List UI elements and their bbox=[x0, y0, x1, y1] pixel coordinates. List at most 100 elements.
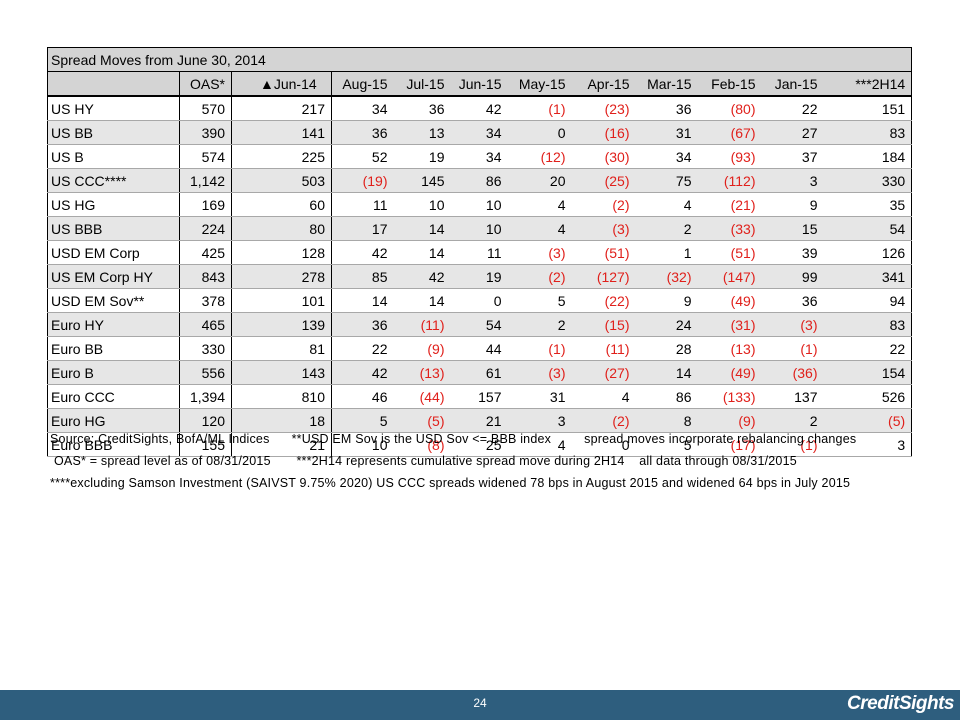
table-cell: 27 bbox=[761, 120, 824, 145]
row-label: US B bbox=[47, 144, 180, 169]
oas-note: OAS* = spread level as of 08/31/2015 bbox=[54, 454, 271, 468]
table-cell: 34 bbox=[450, 144, 508, 169]
table-cell: (23) bbox=[571, 96, 636, 121]
table-cell: 61 bbox=[450, 360, 508, 385]
table-row: USD EM Sov** 378 101 14 14 0 5 (22) 9 (49) 36 94 bbox=[47, 288, 912, 313]
table-cell: 42 bbox=[393, 264, 451, 289]
table-cell: 52 bbox=[331, 144, 394, 169]
table-cell: 14 bbox=[635, 360, 698, 385]
table-row: Euro B 556 143 42 (13) 61 (3) (27) 14 (49) (36) 154 bbox=[47, 360, 912, 385]
table-cell: (36) bbox=[761, 360, 824, 385]
table-cell: 120 bbox=[179, 408, 232, 433]
table-cell: 46 bbox=[331, 384, 394, 409]
table-cell: 128 bbox=[231, 240, 332, 265]
table-cell: (27) bbox=[571, 360, 636, 385]
table-cell: (15) bbox=[571, 312, 636, 337]
footnote-line-3: ****excluding Samson Investment (SAIVST … bbox=[50, 476, 851, 490]
source-note: Source: CreditSights, BofA/ML Indices bbox=[50, 432, 270, 446]
table-cell: 10 bbox=[393, 192, 451, 217]
table-cell: 9 bbox=[761, 192, 824, 217]
column-header: May-15 bbox=[507, 71, 572, 97]
table-cell: 83 bbox=[823, 120, 912, 145]
table-cell: 9 bbox=[635, 288, 698, 313]
table-cell: 36 bbox=[331, 312, 394, 337]
table-cell: 3 bbox=[507, 408, 572, 433]
table-cell: (127) bbox=[571, 264, 636, 289]
table-cell: 21 bbox=[231, 432, 332, 457]
table-row: US HY 570 217 34 36 42 (1) (23) 36 (80) 22 151 bbox=[47, 96, 912, 121]
2h14-note: ***2H14 represents cumulative spread mov… bbox=[296, 454, 625, 468]
table-cell: 99 bbox=[761, 264, 824, 289]
table-cell: 465 bbox=[179, 312, 232, 337]
table-cell: 184 bbox=[823, 144, 912, 169]
column-header: Jul-15 bbox=[393, 71, 451, 97]
table-cell: 278 bbox=[231, 264, 332, 289]
table-cell: 330 bbox=[823, 168, 912, 193]
column-header: OAS* bbox=[179, 71, 232, 97]
table-cell: (3) bbox=[761, 312, 824, 337]
table-cell: 390 bbox=[179, 120, 232, 145]
table-cell: 94 bbox=[823, 288, 912, 313]
table-cell: (31) bbox=[697, 312, 762, 337]
table-cell: 35 bbox=[823, 192, 912, 217]
table-cell: 341 bbox=[823, 264, 912, 289]
footnote-line-2: OAS* = spread level as of 08/31/2015 ***… bbox=[50, 450, 856, 472]
table-cell: (5) bbox=[393, 408, 451, 433]
table-cell: (19) bbox=[331, 168, 394, 193]
table-cell: 36 bbox=[331, 120, 394, 145]
table-cell: 34 bbox=[450, 120, 508, 145]
table-cell: (17) bbox=[697, 432, 762, 457]
rebalancing-note: spread moves incorporate rebalancing cha… bbox=[584, 432, 857, 446]
table-cell: 3 bbox=[823, 432, 912, 457]
table-title: Spread Moves from June 30, 2014 bbox=[47, 47, 912, 72]
table-cell: 4 bbox=[571, 384, 636, 409]
table-cell: 36 bbox=[635, 96, 698, 121]
table-cell: 54 bbox=[450, 312, 508, 337]
column-header-label bbox=[47, 71, 180, 97]
table-cell: 31 bbox=[507, 384, 572, 409]
table-cell: 556 bbox=[179, 360, 232, 385]
table-cell: 10 bbox=[450, 216, 508, 241]
column-header: Aug-15 bbox=[331, 71, 394, 97]
table-cell: 14 bbox=[331, 288, 394, 313]
table-cell: 34 bbox=[331, 96, 394, 121]
table-cell: (33) bbox=[697, 216, 762, 241]
table-cell: 1 bbox=[635, 240, 698, 265]
table-cell: 145 bbox=[393, 168, 451, 193]
row-label: US HY bbox=[47, 96, 180, 121]
table-cell: 36 bbox=[393, 96, 451, 121]
table-cell: 54 bbox=[823, 216, 912, 241]
table-cell: 425 bbox=[179, 240, 232, 265]
table-cell: (13) bbox=[697, 336, 762, 361]
footnote-line-1: Source: CreditSights, BofA/ML Indices **… bbox=[50, 428, 856, 450]
table-cell: 85 bbox=[331, 264, 394, 289]
column-header: Feb-15 bbox=[697, 71, 762, 97]
table-cell: 13 bbox=[393, 120, 451, 145]
table-cell: 42 bbox=[331, 240, 394, 265]
row-label: US HG bbox=[47, 192, 180, 217]
table-cell: 28 bbox=[635, 336, 698, 361]
table-cell: 11 bbox=[331, 192, 394, 217]
table-cell: (80) bbox=[697, 96, 762, 121]
table-cell: 0 bbox=[450, 288, 508, 313]
row-label: Euro CCC bbox=[47, 384, 180, 409]
table-cell: (147) bbox=[697, 264, 762, 289]
table-row: US EM Corp HY 843 278 85 42 19 (2) (127) (32) (14… bbox=[47, 264, 912, 289]
table-cell: 39 bbox=[761, 240, 824, 265]
table-cell: 5 bbox=[331, 408, 394, 433]
table-cell: 843 bbox=[179, 264, 232, 289]
table-cell: (8) bbox=[393, 432, 451, 457]
table-cell: 151 bbox=[823, 96, 912, 121]
table-cell: 3 bbox=[761, 168, 824, 193]
table-cell: 34 bbox=[635, 144, 698, 169]
row-label: US EM Corp HY bbox=[47, 264, 180, 289]
column-header: Jan-15 bbox=[761, 71, 824, 97]
table-cell: 86 bbox=[450, 168, 508, 193]
table-cell: 137 bbox=[761, 384, 824, 409]
table-cell: 22 bbox=[331, 336, 394, 361]
data-through-note: all data through 08/31/2015 bbox=[639, 454, 797, 468]
table-cell: 15 bbox=[761, 216, 824, 241]
table-cell: (1) bbox=[761, 432, 824, 457]
table-cell: 44 bbox=[450, 336, 508, 361]
table-cell: 20 bbox=[507, 168, 572, 193]
